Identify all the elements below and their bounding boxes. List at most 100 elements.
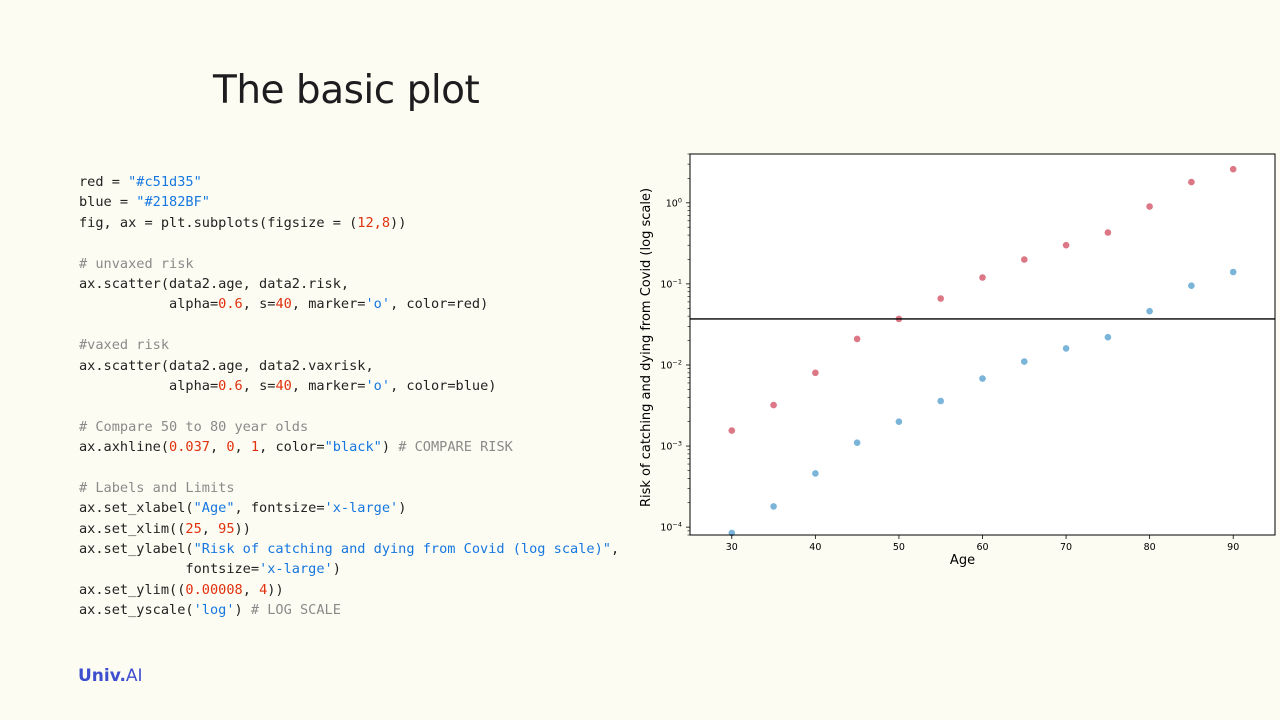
code-line: #vaxed risk xyxy=(79,335,619,355)
code-token: 40 xyxy=(275,377,292,394)
data-point xyxy=(853,335,861,343)
y-tick-exponent: −3 xyxy=(672,440,682,448)
code-line: blue = "#2182BF" xyxy=(79,192,619,212)
x-tick-label: 90 xyxy=(1227,542,1239,553)
data-point xyxy=(1146,307,1153,315)
code-token: 95 xyxy=(218,520,235,537)
data-point xyxy=(1104,333,1112,341)
y-tick-label: 10−3 xyxy=(660,440,682,453)
data-point xyxy=(1188,178,1195,186)
code-token: "Age" xyxy=(193,500,235,517)
data-point xyxy=(728,427,736,434)
data-point xyxy=(770,503,777,510)
data-point xyxy=(1229,165,1237,173)
slide-title: The basic plot xyxy=(213,68,480,113)
code-line: # unvaxed risk xyxy=(79,254,619,274)
data-point xyxy=(812,369,819,377)
code-token: red = xyxy=(79,174,129,190)
x-tick-label: 40 xyxy=(809,542,821,553)
code-token: , xyxy=(209,439,227,456)
code-token: "#2182BF" xyxy=(136,194,210,211)
code-token: 40 xyxy=(275,296,292,313)
x-tick-label: 50 xyxy=(893,542,905,553)
data-point xyxy=(979,274,986,281)
code-token: # unvaxed risk xyxy=(79,255,194,272)
data-point xyxy=(1062,241,1070,249)
data-point xyxy=(1021,256,1028,263)
code-token: 0.6 xyxy=(218,296,243,313)
x-tick-label: 60 xyxy=(976,542,988,553)
code-line xyxy=(79,396,619,416)
scatter-chart: 30 40 50 60 70 80 9010−410−310−210−1100AgeRisk… xyxy=(639,153,1276,568)
chart-container: 30 40 50 60 70 80 90 10−4 10−3 10−2 10−1 100 Age Risk… xyxy=(630,145,1280,579)
code-token: fig, ax = plt.subplots(figsize = ( xyxy=(79,214,358,231)
code-token: #vaxed risk xyxy=(79,337,170,354)
brand-logo: Univ.AI xyxy=(78,666,143,686)
code-token: "Risk of catching and dying from Covid (… xyxy=(193,541,611,558)
code-token: , xyxy=(234,439,251,456)
y-tick-base: 10 xyxy=(666,198,678,209)
code-token: 25 xyxy=(185,520,202,537)
code-token: , color= xyxy=(259,439,325,456)
code-token: # COMPARE RISK xyxy=(398,439,513,456)
code-token: 4 xyxy=(259,581,268,598)
code-line xyxy=(79,233,619,253)
code-token: 'log' xyxy=(193,602,235,619)
y-axis-label: Risk of catching and dying from Covid (l… xyxy=(639,188,654,507)
y-tick-exponent: −4 xyxy=(672,521,682,529)
code-token: 'o' xyxy=(365,296,391,313)
x-axis-label: Age xyxy=(950,553,975,568)
code-line: ax.scatter(data2.age, data2.vaxrisk, xyxy=(79,356,619,376)
code-token: ) xyxy=(332,561,341,578)
plot-area xyxy=(690,154,1275,535)
code-token: 0.00008 xyxy=(185,581,243,598)
data-point xyxy=(895,418,903,426)
code-token: ax.scatter(data2.age, data2.risk, xyxy=(79,275,350,292)
code-token: 12,8 xyxy=(357,214,391,231)
code-token: , marker= xyxy=(291,296,366,313)
code-token: , xyxy=(242,581,260,598)
y-tick-label: 10−4 xyxy=(660,521,682,534)
code-line: ax.set_xlabel("Age", fontsize='x-large') xyxy=(79,498,619,518)
code-token: 0.6 xyxy=(218,377,243,394)
code-token: , s= xyxy=(242,377,276,394)
code-token: )) xyxy=(390,214,407,231)
y-tick-exponent: 0 xyxy=(678,196,682,204)
code-token: , marker= xyxy=(291,377,366,394)
code-token: # Labels and Limits xyxy=(79,479,235,496)
code-line: ax.axhline(0.037, 0, 1, color="black") #… xyxy=(79,437,619,457)
code-line: alpha=0.6, s=40, marker='o', color=red) xyxy=(79,294,619,314)
code-line: alpha=0.6, s=40, marker='o', color=blue) xyxy=(79,376,619,396)
code-line: ax.set_xlim((25, 95)) xyxy=(79,519,619,539)
code-line: fig, ax = plt.subplots(figsize = (12,8)) xyxy=(79,213,619,233)
code-token: , fontsize= xyxy=(234,500,325,517)
code-token: # LOG SCALE xyxy=(250,602,341,619)
code-line xyxy=(79,457,619,477)
code-token: ax.set_xlim(( xyxy=(79,520,186,537)
code-token: alpha= xyxy=(79,377,219,394)
code-token: alpha= xyxy=(79,296,219,313)
x-tick-label: 70 xyxy=(1060,542,1072,553)
code-token: , s= xyxy=(242,296,276,313)
code-token: blue = xyxy=(79,194,137,211)
code-token: 0.037 xyxy=(169,439,210,456)
code-token: ) xyxy=(398,500,407,517)
code-line: ax.scatter(data2.age, data2.risk, xyxy=(79,274,619,294)
code-token: ax.set_xlabel( xyxy=(79,500,194,517)
code-token: ax.set_yscale( xyxy=(79,602,194,619)
data-point xyxy=(1104,229,1112,236)
code-token: "#c51d35" xyxy=(128,174,202,190)
y-tick-base: 10 xyxy=(660,442,672,453)
data-point xyxy=(853,439,861,447)
code-line: fontsize='x-large') xyxy=(79,559,619,579)
code-line: ax.set_ylim((0.00008, 4)) xyxy=(79,580,619,600)
code-token: "black" xyxy=(324,439,382,456)
code-token: , xyxy=(201,520,219,537)
code-token: , color=blue) xyxy=(390,377,497,394)
code-token: )) xyxy=(267,581,284,598)
code-token: 'x-large' xyxy=(259,561,333,578)
code-token: ) xyxy=(381,439,399,456)
y-tick-base: 10 xyxy=(660,523,672,534)
data-point xyxy=(937,397,944,405)
data-point xyxy=(937,295,944,302)
